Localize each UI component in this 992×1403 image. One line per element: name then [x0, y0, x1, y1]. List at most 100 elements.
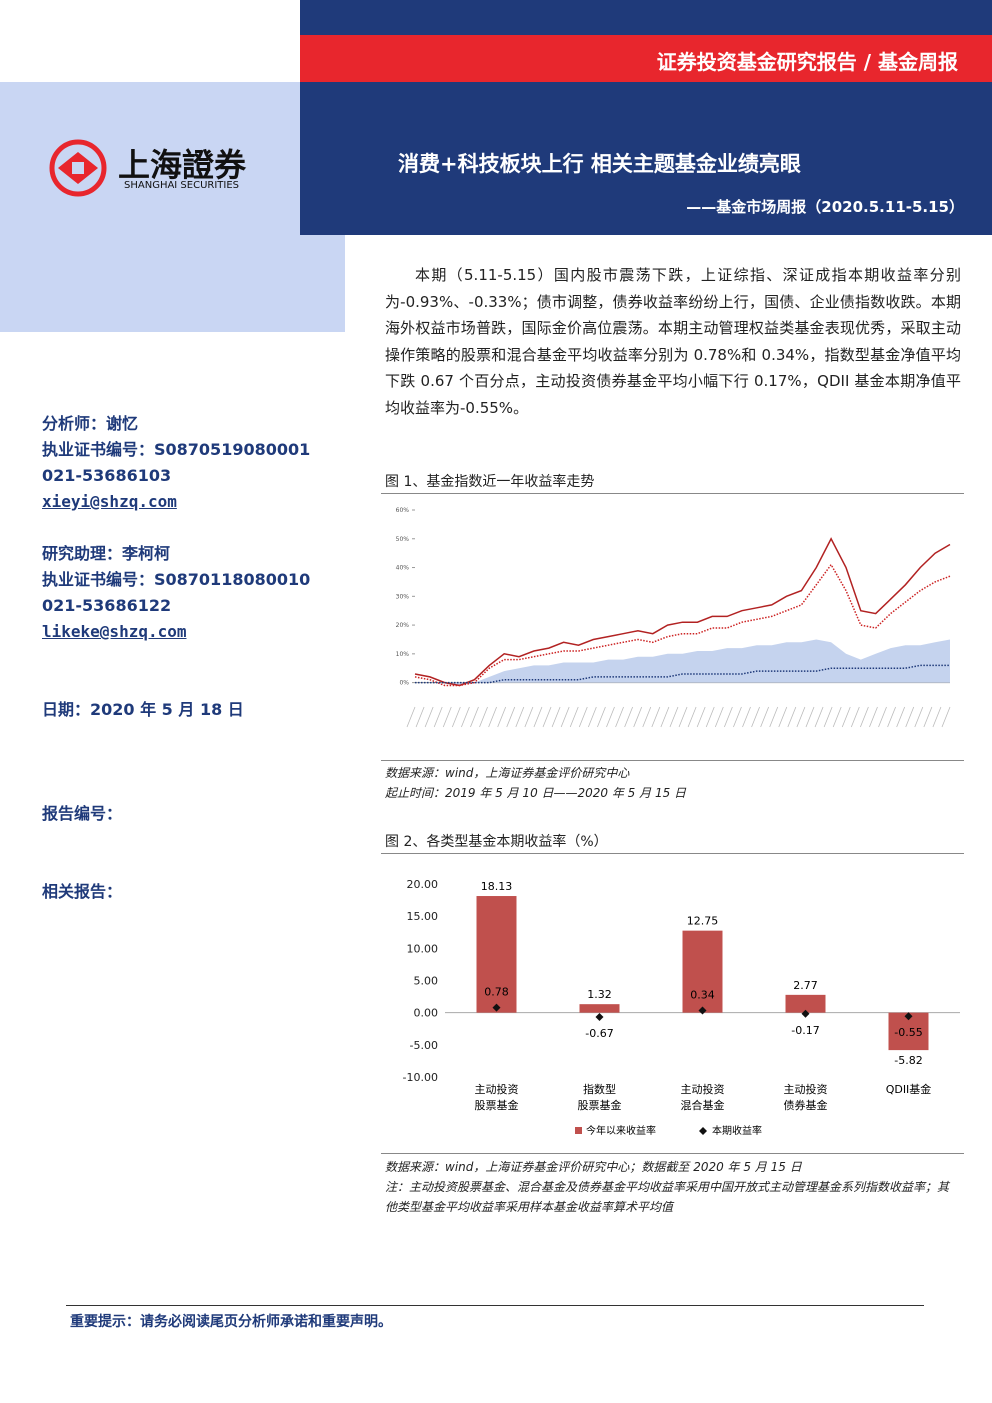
bar	[785, 994, 826, 1013]
y-tick-label: 40%	[396, 565, 410, 572]
report-subtitle: ——基金市场周报（2020.5.11-5.15）	[686, 198, 964, 216]
y-tick-label: 60%	[396, 507, 410, 514]
x-tick-mark	[769, 706, 779, 728]
x-tick-mark	[860, 706, 869, 728]
y-tick-label: 5.00	[414, 975, 439, 988]
summary-paragraph: 本期（5.11-5.15）国内股市震荡下跌，上证综指、深证成指本期收益率分别为-…	[385, 266, 961, 417]
source: 数据来源：wind，上海证券基金评价研究中心	[385, 766, 630, 780]
x-tick-mark	[415, 706, 425, 728]
figure-title: 图 2、各类型基金本期收益率（%）	[385, 834, 608, 850]
point	[698, 1006, 707, 1015]
point	[904, 1012, 913, 1021]
x-tick-mark	[642, 706, 652, 728]
divider	[381, 760, 964, 761]
x-tick-mark	[742, 706, 751, 728]
line	[415, 664, 950, 684]
x-tick-mark	[497, 706, 507, 728]
x-tick-label: 股票基金	[475, 1098, 519, 1112]
title-band: 消费+科技板块上行 相关主题基金业绩亮眼 ——基金市场周报（2020.5.11-…	[300, 82, 992, 235]
bar	[476, 896, 517, 1013]
x-tick-mark	[406, 706, 416, 728]
x-tick-mark	[461, 706, 470, 728]
y-tick-label: 10.00	[407, 942, 439, 955]
point	[492, 1003, 501, 1012]
x-tick-mark	[533, 706, 543, 728]
x-tick-mark	[560, 706, 570, 728]
legend-swatch	[699, 1127, 707, 1135]
assistant-email[interactable]: likeke@shzq.com	[42, 622, 187, 641]
x-tick-mark	[678, 706, 688, 728]
logo-icon	[49, 139, 107, 197]
x-tick-mark	[923, 706, 933, 728]
x-tick-mark	[832, 706, 842, 728]
y-tick-label: 20.00	[407, 878, 439, 891]
bar	[682, 930, 723, 1013]
x-tick-mark	[887, 706, 896, 728]
legend-label: 本期收益率	[712, 1124, 762, 1137]
x-tick-mark	[878, 706, 887, 728]
y-tick-label: 15.00	[407, 910, 439, 923]
note: 注：主动投资股票基金、混合基金及债券基金平均收益率采用中国开放式主动管理基金系列…	[385, 1180, 950, 1214]
x-tick-mark	[569, 706, 579, 728]
x-tick-mark	[805, 706, 815, 728]
source: 数据来源：wind，上海证券基金评价研究中心；数据截至 2020 年 5 月 1…	[385, 1160, 802, 1174]
point	[595, 1012, 604, 1021]
y-tick-label: 0%	[399, 680, 409, 687]
x-tick-mark	[823, 706, 833, 728]
area	[415, 639, 950, 686]
logo-text: 上海證券	[118, 146, 247, 184]
y-tick-label: 20%	[396, 622, 410, 629]
y-tick-label: 30%	[396, 593, 410, 600]
x-tick-mark	[597, 706, 606, 728]
x-tick-mark	[687, 706, 697, 728]
logo-panel	[0, 82, 345, 332]
x-tick-mark	[488, 706, 497, 728]
x-tick-mark	[705, 706, 715, 728]
x-tick-mark	[932, 706, 942, 728]
bar-label: 12.75	[687, 915, 719, 928]
x-tick-mark	[724, 706, 733, 728]
related-reports: 相关报告：	[42, 882, 123, 901]
x-tick-mark	[905, 706, 915, 728]
analyst-phone: 021-53686103	[42, 466, 172, 485]
bar-chart: -10.00 -5.00 0.00 5.00 10.00 15.00 20.00 主动投资股票…	[403, 878, 960, 1137]
figure-title: 图 1、基金指数近一年收益率走势	[385, 474, 595, 490]
x-tick-mark	[515, 706, 525, 728]
legend-label: 今年以来收益率	[586, 1124, 656, 1137]
y-tick-label: 50%	[396, 536, 410, 543]
x-tick-label: QDII基金	[886, 1082, 932, 1096]
footer-rule	[66, 1305, 924, 1306]
x-tick-mark	[760, 706, 770, 728]
analyst-cert: 执业证书编号：S0870519080001	[42, 440, 311, 459]
x-tick-mark	[651, 706, 661, 728]
x-tick-mark	[542, 706, 552, 728]
point	[801, 1009, 810, 1018]
bar-label: -5.82	[894, 1054, 922, 1067]
x-tick-label: 指数型	[583, 1082, 616, 1096]
legend-swatch	[575, 1127, 582, 1134]
x-tick-mark	[451, 706, 461, 728]
bar-label: 2.77	[793, 979, 818, 992]
assistant: 研究助理：李柯柯	[42, 544, 171, 563]
x-tick-mark	[896, 706, 906, 728]
line-chart: 0% 10% 20% 30% 40% 50% 60%	[396, 507, 951, 728]
x-tick-mark	[578, 706, 588, 728]
category-band: 证券投资基金研究报告 / 基金周报	[300, 35, 992, 82]
point-label: -0.67	[585, 1027, 613, 1040]
y-tick-label: -10.00	[403, 1071, 438, 1084]
x-tick-label: 债券基金	[784, 1098, 828, 1112]
x-tick-mark	[714, 706, 724, 728]
x-tick-mark	[551, 706, 561, 728]
x-tick-mark	[787, 706, 797, 728]
analyst-email[interactable]: xieyi@shzq.com	[42, 492, 177, 511]
x-tick-mark	[606, 706, 615, 728]
x-tick-mark	[615, 706, 624, 728]
x-tick-label: 混合基金	[681, 1098, 725, 1112]
x-tick-label: 主动投资	[784, 1082, 828, 1096]
report-category: 证券投资基金研究报告 / 基金周报	[656, 50, 958, 74]
x-tick-mark	[733, 706, 742, 728]
x-tick-mark	[669, 706, 679, 728]
x-tick-mark	[524, 706, 534, 728]
point-label: 0.78	[484, 986, 509, 999]
